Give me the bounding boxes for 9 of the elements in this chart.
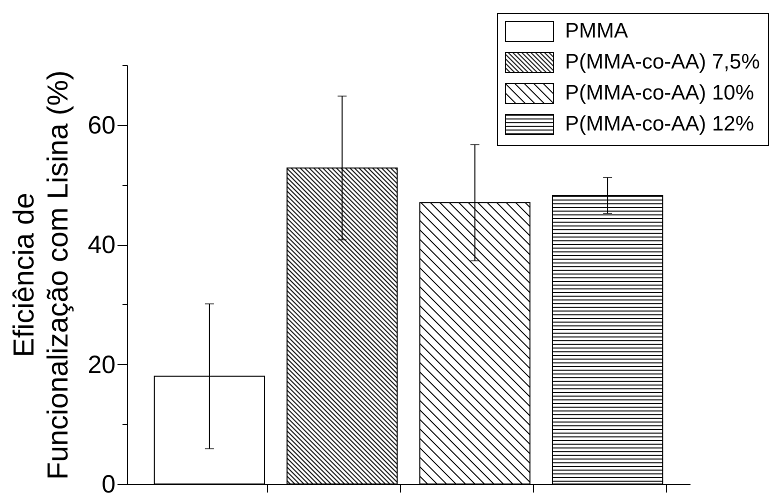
legend-label: P(MMA-co-AA) 7,5% <box>565 50 760 74</box>
legend-label: P(MMA-co-AA) 10% <box>565 82 754 104</box>
y-tick-label: 40 <box>88 231 116 260</box>
y-axis-title: Eficiência de Funcionalização com Lisina (%) <box>8 70 75 480</box>
y-tick-label: 20 <box>88 350 116 379</box>
legend-label: P(MMA-co-AA) 12% <box>565 112 754 136</box>
legend-label: PMMA <box>565 20 628 42</box>
y-tick-label: 60 <box>88 111 116 140</box>
y-tick-label: 0 <box>102 470 116 496</box>
